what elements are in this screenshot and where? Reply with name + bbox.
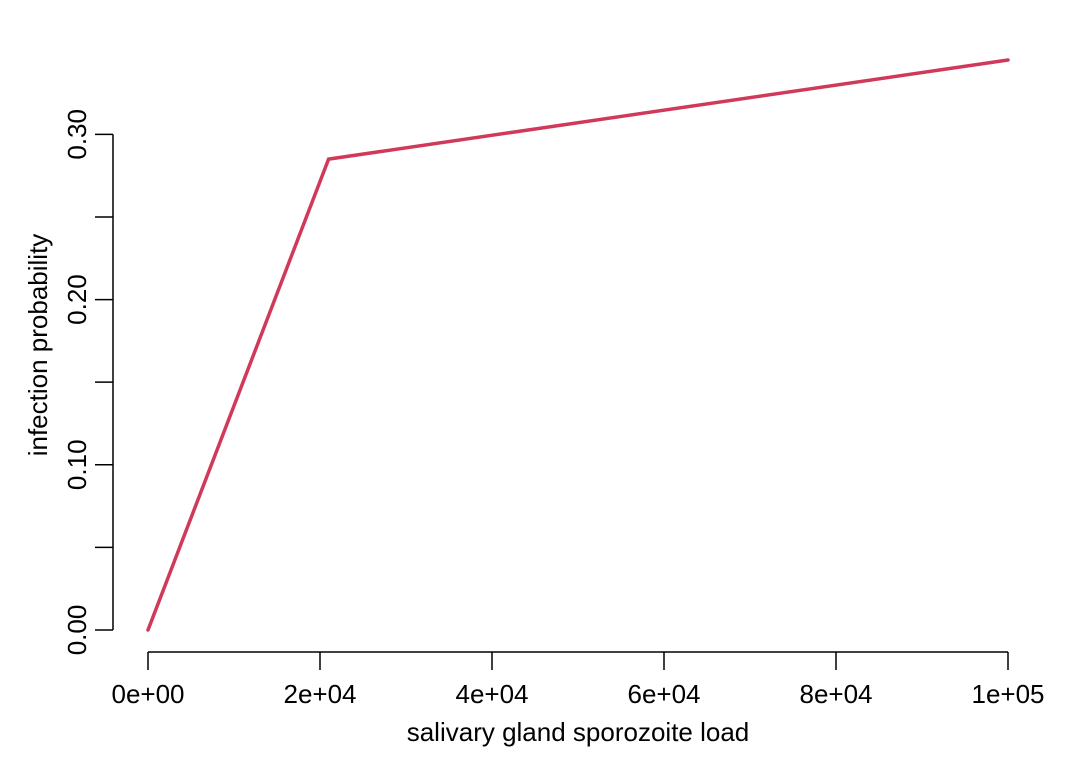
series-line bbox=[146, 58, 1010, 632]
x-tick-label: 8e+04 bbox=[799, 679, 872, 709]
x-tick-label: 1e+05 bbox=[971, 679, 1044, 709]
y-tick-label: 0.00 bbox=[62, 605, 92, 656]
x-tick-label: 6e+04 bbox=[627, 679, 700, 709]
y-tick-label: 0.30 bbox=[62, 109, 92, 160]
x-tick-label: 2e+04 bbox=[283, 679, 356, 709]
y-tick-label: 0.10 bbox=[62, 439, 92, 490]
series-layer bbox=[146, 58, 1010, 632]
y-axis-title: infection probability bbox=[23, 234, 53, 457]
x-tick-label: 0e+00 bbox=[111, 679, 184, 709]
x-tick-label: 4e+04 bbox=[455, 679, 528, 709]
y-axis: 0.00 0.10 0.20 0.30 bbox=[62, 109, 114, 656]
x-axis-title: salivary gland sporozoite load bbox=[407, 717, 750, 747]
x-axis: 0e+00 2e+04 4e+04 6e+04 8e+04 1e+05 bbox=[111, 651, 1045, 709]
y-tick-label: 0.20 bbox=[62, 274, 92, 325]
